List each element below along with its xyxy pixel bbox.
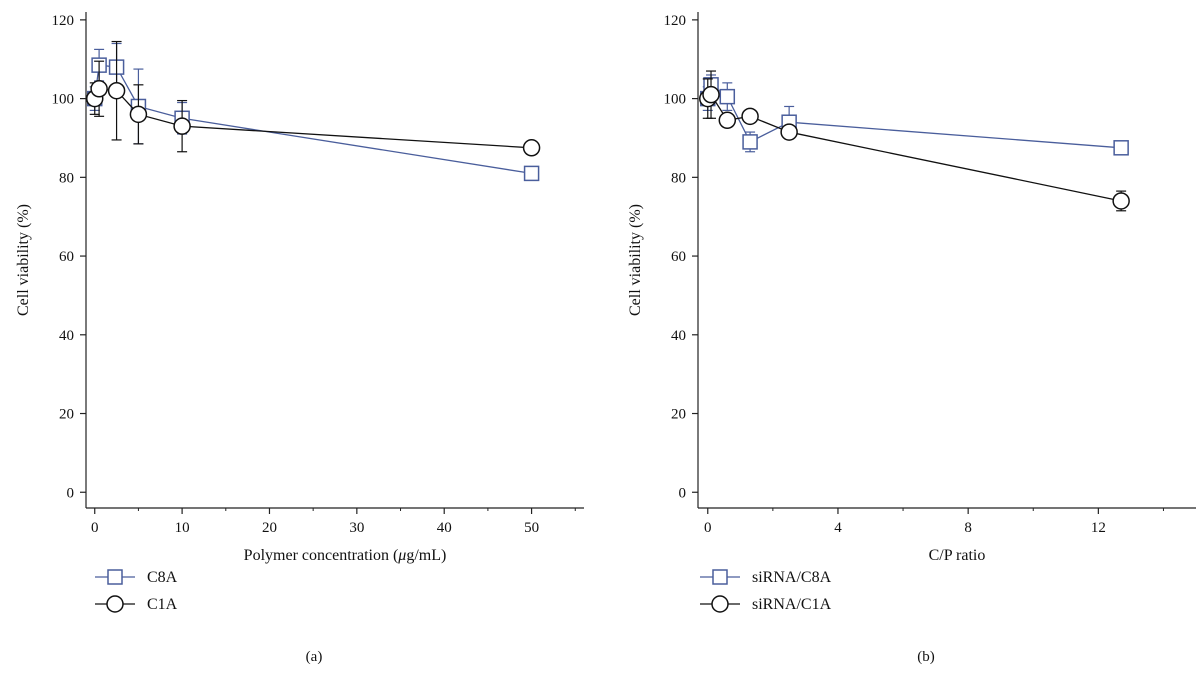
x-tick-label: 40 [437, 520, 452, 536]
data-point [719, 88, 736, 105]
data-point [702, 85, 720, 104]
x-tick-label: 50 [524, 520, 539, 536]
series-C8A [86, 42, 540, 182]
legend-item-C8A: C8A [95, 569, 178, 586]
y-tick-label: 120 [52, 13, 75, 29]
data-point [173, 117, 191, 135]
y-tick-label: 0 [67, 485, 75, 501]
x-tick-label: 20 [262, 520, 277, 536]
legend-item-siRNA/C8A: siRNA/C8A [700, 569, 832, 586]
x-tick-label: 10 [175, 520, 190, 536]
x-axis-label: C/P ratio [929, 547, 986, 564]
x-tick-label: 30 [349, 520, 364, 536]
legend-label: siRNA/C1A [752, 596, 832, 613]
panel-label: (a) [306, 649, 323, 665]
panel-label: (b) [917, 649, 935, 665]
chart-panel-1: 0 20 40 60 80 100 120 0 10 20 30 40 50 Polymer concen… [15, 12, 584, 665]
y-tick-label: 80 [59, 170, 74, 186]
data-point [742, 134, 758, 150]
y-axis-label: Cell viability (%) [627, 204, 644, 316]
legend-item-C1A: C1A [95, 595, 178, 613]
data-point [718, 111, 737, 130]
legend-marker [712, 569, 728, 585]
data-point [522, 139, 541, 157]
series-line [707, 93, 1122, 202]
data-point [741, 107, 759, 126]
data-point [107, 81, 126, 100]
legend-marker [106, 595, 124, 613]
y-tick-label: 20 [671, 407, 686, 423]
y-tick-label: 60 [59, 249, 74, 265]
legend-marker [107, 569, 123, 585]
y-tick-label: 120 [664, 13, 687, 29]
legend-marker [711, 595, 729, 613]
data-point [523, 165, 540, 182]
y-tick-label: 100 [664, 92, 687, 108]
series-siRNA/C1A [699, 70, 1130, 212]
y-tick-label: 0 [679, 485, 687, 501]
legend-item-siRNA/C1A: siRNA/C1A [700, 595, 832, 613]
y-tick-label: 40 [671, 328, 686, 344]
y-tick-label: 40 [59, 328, 74, 344]
x-tick-label: 0 [91, 520, 99, 536]
legend-label: siRNA/C8A [752, 569, 832, 586]
series-siRNA/C8A [700, 74, 1129, 156]
chart-panel-2: 0 20 40 60 80 100 120 0 4 8 12 C/P ratio Cell viabil… [627, 12, 1196, 665]
y-tick-label: 60 [671, 249, 686, 265]
y-tick-label: 80 [671, 170, 686, 186]
data-point [1112, 192, 1130, 210]
data-point [90, 80, 108, 98]
series-C1A [85, 40, 541, 157]
x-tick-label: 12 [1091, 520, 1106, 536]
series-line [707, 83, 1122, 149]
x-tick-label: 0 [704, 520, 712, 536]
y-tick-label: 100 [52, 92, 75, 108]
data-point [129, 105, 148, 124]
y-axis-label: Cell viability (%) [15, 204, 32, 316]
legend-label: C8A [147, 569, 178, 586]
x-axis-label: Polymer concentration (μg/mL) [244, 547, 447, 564]
y-tick-label: 20 [59, 407, 74, 423]
x-tick-label: 8 [964, 520, 972, 536]
series-line [94, 64, 532, 175]
legend-label: C1A [147, 596, 178, 613]
x-tick-label: 4 [834, 520, 842, 536]
data-point [780, 123, 798, 141]
data-point [1113, 140, 1129, 156]
